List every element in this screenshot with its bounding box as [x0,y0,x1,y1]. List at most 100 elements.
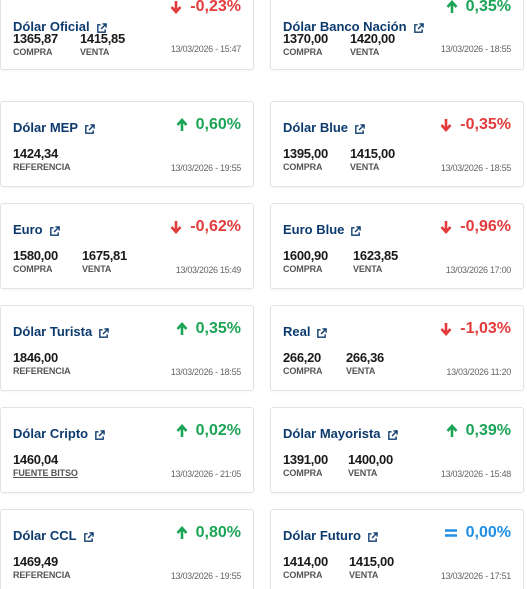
arrow-up-icon [176,322,188,335]
buy-label: COMPRA [283,570,323,580]
reference-value: 1460,04 [13,452,58,467]
quote-card[interactable]: Euro Blue -0,96% 1600,90 COMPRA 1623,85 VE… [270,203,524,289]
reference-value: 1846,00 [13,350,58,365]
source-link[interactable]: FUENTE BITSO [13,468,78,478]
change-percent: -0,62% [190,218,241,235]
buy-label: COMPRA [13,264,53,274]
change-indicator: 0,00% [444,524,511,542]
reference-value: 1469,49 [13,554,58,569]
buy-value: 1600,90 [283,248,328,263]
external-link-icon[interactable] [387,429,398,441]
buy-value: 1391,00 [283,452,328,467]
quote-card[interactable]: Dólar Blue -0,35% 1395,00 COMPRA 1415,00 V… [270,101,524,187]
buy-value: 266,20 [283,350,321,365]
quote-card[interactable]: Real -1,03% 266,20 COMPRA 266,36 VENTA 13/… [270,305,524,391]
quote-title[interactable]: Dólar CCL [13,528,77,543]
quote-title-link[interactable]: Dólar Mayorista [283,426,398,441]
update-date: 13/03/2026 - 18:55 [170,367,241,377]
quote-card[interactable]: Dólar CCL 0,80% 1469,49 REFERENCIA 13/03/… [0,509,254,589]
external-link-icon[interactable] [96,22,107,34]
quote-title-link[interactable]: Dólar MEP [13,120,95,135]
update-date: 13/03/2026 - 21:05 [170,469,241,479]
quote-card[interactable]: Euro -0,62% 1580,00 COMPRA 1675,81 VENTA 1… [0,203,254,289]
arrow-down-icon [440,221,452,234]
sell-value: 266,36 [346,350,384,365]
quote-title[interactable]: Dólar Futuro [283,528,361,543]
external-link-icon[interactable] [350,225,362,237]
quote-title[interactable]: Dólar Turista [13,324,93,339]
external-link-icon[interactable] [49,225,60,237]
external-link-icon[interactable] [94,429,105,441]
update-date: 13/03/2026 - 19:55 [170,571,241,581]
change-indicator: 0,80% [176,524,241,542]
change-percent: 0,02% [195,422,241,439]
arrow-down-icon [170,1,182,14]
external-link-icon[interactable] [316,327,328,339]
buy-value: 1365,87 [13,31,58,46]
change-percent: 0,00% [465,524,511,541]
arrow-down-icon [170,221,182,234]
update-date: 13/03/2026 - 18:55 [440,163,511,173]
sell-value: 1415,00 [350,146,395,161]
change-indicator: -0,35% [440,116,511,134]
update-date: 13/03/2026 17:00 [445,265,512,275]
arrow-down-icon [440,323,452,336]
quote-card[interactable]: Dólar Oficial -0,23% 1365,87 COMPRA 1415,… [0,0,254,70]
quote-card[interactable]: Dólar MEP 0,60% 1424,34 REFERENCIA 13/03/… [0,101,254,187]
external-link-icon[interactable] [98,327,109,339]
quote-card[interactable]: Dólar Cripto 0,02% 1460,04 FUENTE BITSO 1… [0,407,254,493]
external-link-icon[interactable] [84,123,95,135]
change-indicator: 0,60% [176,116,241,134]
quote-title-link[interactable]: Dólar Oficial [13,19,107,34]
external-link-icon[interactable] [354,123,365,135]
quote-card[interactable]: Dólar Mayorista 0,39% 1391,00 COMPRA 1400… [270,407,524,493]
quote-title-link[interactable]: Dólar Futuro [283,528,378,543]
quote-title[interactable]: Dólar Blue [283,120,349,135]
quote-title-link[interactable]: Euro Blue [283,222,362,237]
quote-title-link[interactable]: Euro [13,222,60,237]
arrow-up-icon [176,118,188,131]
change-indicator: -0,62% [170,218,241,236]
quote-title[interactable]: Dólar Cripto [13,426,89,441]
change-indicator: 0,35% [176,320,241,338]
sell-label: VENTA [349,570,379,580]
change-percent: 0,60% [195,116,241,133]
quote-card[interactable]: Dólar Futuro 0,00% 1414,00 COMPRA 1415,00… [270,509,524,589]
sell-label: VENTA [353,264,383,274]
sell-label: VENTA [82,264,112,274]
reference-label: REFERENCIA [13,570,71,580]
change-percent: 0,35% [195,320,241,337]
quote-title[interactable]: Dólar MEP [13,120,79,135]
quote-title[interactable]: Dólar Mayorista [283,426,381,441]
update-date: 13/03/2026 - 17:51 [440,571,511,581]
change-indicator: -0,96% [440,218,511,236]
quote-card[interactable]: Dólar Turista 0,35% 1846,00 REFERENCIA 13… [0,305,254,391]
quote-title-link[interactable]: Dólar CCL [13,528,94,543]
external-link-icon[interactable] [413,22,424,34]
equals-icon [444,529,457,537]
quote-title[interactable]: Euro Blue [283,222,345,237]
external-link-icon[interactable] [367,531,378,543]
arrow-down-icon [440,119,452,132]
sell-value: 1415,85 [80,31,125,46]
quote-title[interactable]: Real [283,324,311,339]
quote-title[interactable]: Dólar Banco Nación [283,19,407,34]
quote-title-link[interactable]: Dólar Banco Nación [283,19,424,34]
quote-title-link[interactable]: Real [283,324,328,339]
change-indicator: -0,23% [170,0,241,16]
quote-title-link[interactable]: Dólar Cripto [13,426,105,441]
sell-label: VENTA [346,366,376,376]
change-percent: -0,35% [460,116,511,133]
quote-card[interactable]: Dólar Banco Nación 0,35% 1370,00 COMPRA 1… [270,0,524,70]
external-link-icon[interactable] [83,531,94,543]
update-date: 13/03/2026 - 19:55 [170,163,241,173]
quote-title[interactable]: Euro [13,222,43,237]
reference-label: REFERENCIA [13,162,71,172]
buy-label: COMPRA [283,47,323,57]
quote-title[interactable]: Dólar Oficial [13,19,90,34]
quote-title-link[interactable]: Dólar Turista [13,324,109,339]
sell-label: VENTA [348,468,378,478]
update-date: 13/03/2026 - 18:55 [440,44,511,54]
quote-title-link[interactable]: Dólar Blue [283,120,365,135]
